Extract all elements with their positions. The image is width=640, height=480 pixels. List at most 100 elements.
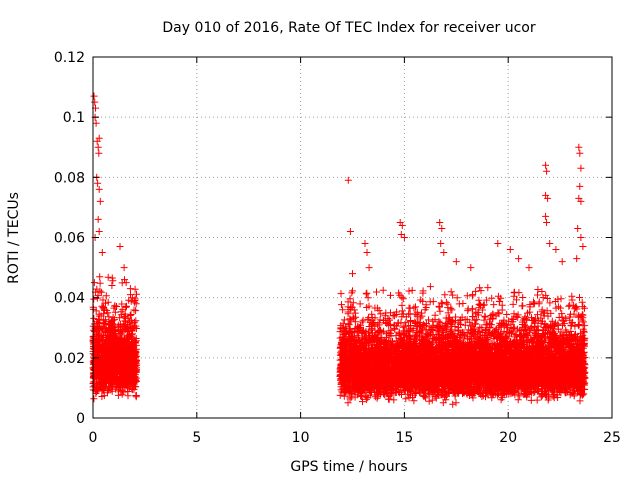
roti-point [98, 346, 106, 354]
roti-point [115, 379, 123, 387]
roti-point [99, 322, 107, 330]
roti-point [120, 367, 128, 375]
roti-point [132, 352, 140, 360]
roti-point [127, 361, 135, 369]
roti-point [90, 279, 98, 287]
roti-point [118, 300, 126, 308]
roti-point [90, 327, 98, 335]
roti-point [116, 351, 124, 359]
roti-point [132, 307, 140, 315]
roti-point [116, 369, 124, 377]
chart-title: Day 010 of 2016, Rate Of TEC Index for r… [162, 20, 536, 36]
roti-point [132, 322, 140, 330]
roti-point [338, 301, 345, 309]
roti-point [101, 356, 109, 364]
roti-point [92, 336, 100, 344]
roti-point [119, 306, 127, 314]
roti-point [102, 328, 110, 336]
roti-point [90, 295, 98, 303]
roti-point [118, 335, 126, 343]
roti-point [111, 332, 119, 340]
roti-point [125, 328, 133, 336]
roti-point [449, 400, 457, 408]
roti-point [93, 285, 101, 293]
roti-point [107, 318, 115, 326]
roti-point [387, 291, 394, 299]
roti-point [90, 350, 98, 358]
data-points [89, 92, 589, 408]
roti-point [93, 374, 101, 382]
roti-point [100, 303, 108, 311]
roti-point [93, 347, 101, 355]
roti-point [510, 289, 518, 297]
roti-point [368, 310, 376, 318]
roti-point [96, 287, 104, 295]
roti-point [93, 381, 101, 389]
roti-point [132, 392, 140, 399]
roti-point [106, 338, 114, 346]
roti-point [121, 353, 128, 361]
roti-point [110, 370, 118, 378]
roti-point [91, 360, 98, 368]
roti-point [109, 313, 117, 321]
roti-point [130, 385, 138, 393]
roti-point [121, 313, 129, 321]
roti-point [110, 360, 117, 368]
roti-point [514, 396, 522, 404]
roti-point [129, 330, 136, 338]
roti-point [127, 311, 135, 318]
roti-point [359, 398, 366, 406]
roti-point [377, 310, 385, 318]
roti-point [102, 299, 109, 307]
roti-point [122, 378, 130, 386]
roti-point [107, 379, 115, 387]
roti-point [90, 395, 98, 403]
roti-point [105, 342, 112, 350]
roti-point [108, 384, 116, 392]
roti-point [399, 295, 407, 303]
roti-point [337, 290, 345, 298]
roti-point [477, 287, 485, 295]
roti-point [129, 360, 137, 368]
roti-point [125, 373, 133, 381]
roti-point [118, 359, 126, 367]
roti-point [132, 338, 139, 346]
roti-point [132, 300, 140, 308]
roti-point [131, 285, 139, 293]
roti-point [114, 323, 122, 331]
roti-point [581, 304, 588, 312]
roti-point [109, 277, 117, 285]
roti-point [133, 290, 140, 298]
roti-point [581, 322, 589, 330]
roti-point [121, 334, 129, 342]
roti-point [115, 344, 123, 352]
roti-point [105, 313, 113, 321]
roti-point [121, 276, 128, 284]
roti-point [533, 396, 541, 404]
roti-point [108, 324, 116, 332]
roti-point [117, 311, 125, 319]
roti-point [349, 299, 357, 307]
roti-point [132, 345, 140, 353]
roti-point [123, 302, 130, 310]
roti-point [472, 287, 480, 295]
roti-point [408, 286, 416, 294]
roti-point [102, 292, 110, 300]
roti-point [129, 368, 137, 376]
roti-point [102, 321, 110, 328]
roti-point [113, 333, 121, 341]
roti-point [116, 383, 124, 391]
roti-point [102, 361, 110, 369]
roti-point [90, 369, 98, 377]
roti-point [108, 282, 116, 289]
roti-point [447, 288, 455, 296]
roti-point [132, 335, 140, 342]
roti-point [130, 306, 138, 314]
roti-point [90, 314, 98, 322]
roti-point [128, 341, 136, 349]
roti-point [441, 291, 449, 299]
roti-point [104, 309, 112, 317]
roti-point [127, 297, 135, 305]
roti-point [127, 291, 134, 299]
